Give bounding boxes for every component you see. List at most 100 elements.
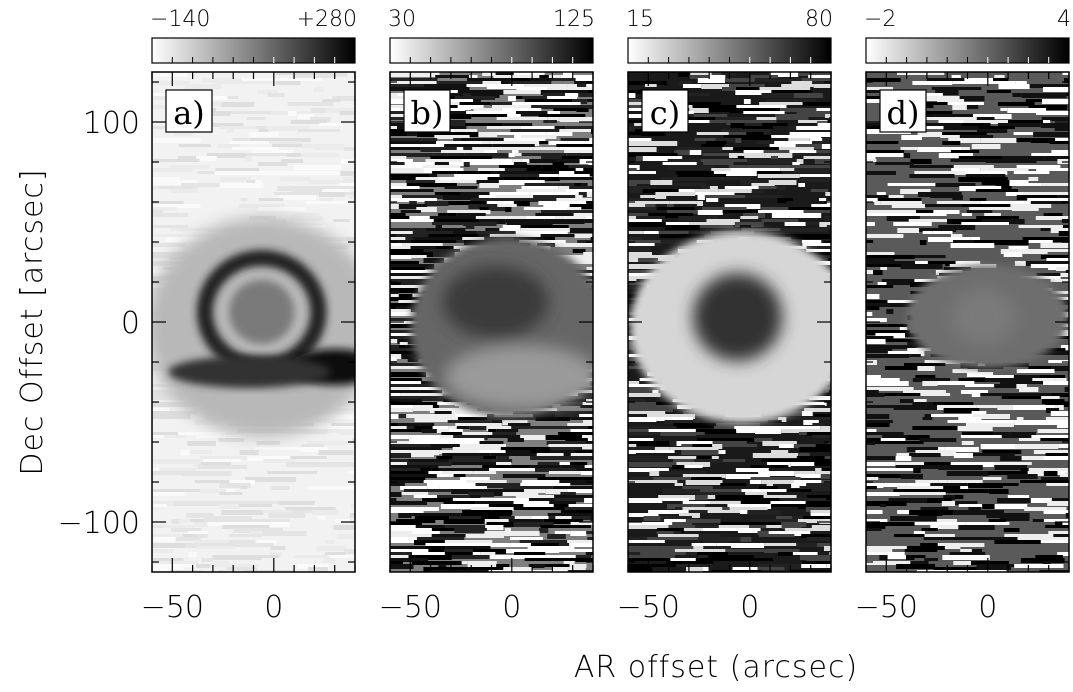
noise-stripe [239, 450, 259, 455]
noise-stripe [758, 186, 777, 189]
noise-stripe [558, 432, 593, 435]
noise-stripe [402, 195, 443, 199]
noise-stripe [568, 504, 593, 509]
noise-stripe [866, 258, 895, 261]
noise-stripe [703, 546, 731, 549]
noise-stripe [390, 162, 405, 165]
noise-stripe [463, 93, 472, 97]
noise-stripe [980, 168, 1029, 171]
noise-stripe [938, 447, 945, 452]
noise-stripe [567, 423, 593, 428]
noise-stripe [793, 93, 823, 98]
noise-stripe [507, 438, 524, 442]
noise-stripe [499, 165, 542, 168]
noise-stripe [390, 468, 421, 471]
noise-stripe [955, 261, 981, 266]
noise-stripe [866, 546, 907, 549]
noise-stripe [390, 93, 398, 97]
noise-stripe [390, 153, 434, 157]
noise-stripe [513, 501, 550, 505]
noise-stripe [971, 393, 981, 397]
noise-stripe [544, 219, 585, 224]
noise-stripe [938, 120, 964, 124]
noise-stripe [548, 141, 568, 145]
noise-stripe [1047, 501, 1069, 506]
noise-stripe [390, 306, 397, 310]
noise-stripe [505, 219, 545, 223]
noise-stripe [758, 564, 802, 569]
noise-stripe [434, 162, 449, 165]
noise-stripe [390, 330, 411, 334]
noise-stripe [559, 171, 575, 175]
noise-stripe [930, 525, 938, 529]
noise-stripe [552, 486, 593, 489]
noise-stripe [628, 438, 654, 441]
noise-stripe [675, 507, 683, 510]
noise-stripe [499, 174, 540, 179]
noise-stripe [556, 144, 593, 147]
noise-stripe [950, 243, 995, 248]
noise-stripe [390, 87, 420, 91]
noise-stripe [976, 405, 998, 408]
noise-stripe [866, 432, 904, 435]
noise-stripe [766, 525, 782, 528]
noise-stripe [932, 231, 953, 234]
noise-stripe [771, 450, 789, 453]
noise-stripe [451, 489, 488, 494]
noise-stripe [257, 162, 288, 166]
noise-stripe [535, 417, 571, 421]
noise-stripe [628, 426, 677, 429]
noise-stripe [933, 567, 977, 570]
noise-stripe [152, 504, 167, 507]
noise-stripe [986, 513, 1030, 518]
noise-stripe [687, 120, 710, 123]
noise-stripe [793, 480, 822, 484]
noise-stripe [824, 546, 831, 551]
noise-stripe [220, 177, 245, 182]
noise-stripe [949, 552, 986, 557]
noise-stripe [793, 444, 816, 448]
noise-stripe [628, 243, 655, 246]
noise-stripe [531, 105, 571, 109]
noise-stripe [587, 438, 593, 442]
noise-stripe [467, 78, 511, 83]
noise-stripe [438, 213, 457, 217]
noise-stripe [1016, 195, 1058, 200]
noise-stripe [469, 162, 514, 165]
noise-stripe [428, 549, 445, 552]
noise-stripe [571, 441, 593, 445]
noise-stripe [685, 480, 723, 485]
x-tick-label: 0 [978, 590, 997, 625]
noise-stripe [818, 393, 830, 397]
noise-stripe [955, 501, 978, 505]
colorbar: −2 4 [864, 7, 1071, 64]
noise-stripe [425, 546, 446, 550]
noise-stripe [638, 258, 658, 262]
noise-stripe [582, 435, 593, 438]
noise-stripe [390, 402, 438, 405]
noise-stripe [319, 198, 334, 202]
noise-stripe [575, 450, 587, 453]
noise-stripe [455, 129, 478, 134]
noise-stripe [749, 480, 762, 484]
noise-stripe [628, 549, 675, 554]
noise-stripe [677, 147, 723, 152]
noise-stripe [219, 504, 240, 509]
noise-stripe [425, 543, 467, 548]
noise-stripe [930, 483, 968, 488]
noise-stripe [390, 444, 431, 449]
noise-stripe [822, 138, 831, 143]
noise-stripe [664, 420, 700, 424]
noise-stripe [193, 462, 201, 467]
noise-stripe [628, 270, 640, 275]
noise-stripe [745, 195, 784, 198]
noise-stripe [548, 75, 561, 78]
noise-stripe [789, 132, 831, 137]
noise-stripe [887, 555, 907, 559]
noise-stripe [887, 351, 925, 356]
noise-stripe [999, 516, 1030, 521]
noise-stripe [700, 489, 742, 492]
noise-stripe [423, 258, 445, 263]
noise-stripe [628, 393, 661, 397]
noise-stripe [390, 555, 409, 558]
